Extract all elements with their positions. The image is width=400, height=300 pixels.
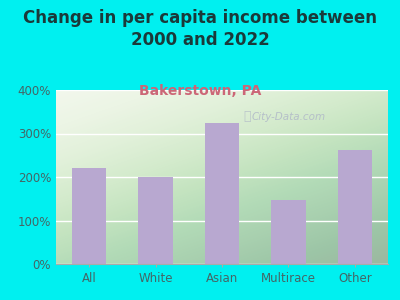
Bar xyxy=(271,200,306,264)
Text: Change in per capita income between
2000 and 2022: Change in per capita income between 2000… xyxy=(23,9,377,49)
Bar xyxy=(72,168,106,264)
Text: City-Data.com: City-Data.com xyxy=(251,112,326,122)
Text: Ⓠ: Ⓠ xyxy=(243,110,251,123)
Bar xyxy=(338,150,372,264)
Text: Bakerstown, PA: Bakerstown, PA xyxy=(139,84,261,98)
Bar xyxy=(205,123,239,264)
Bar xyxy=(138,177,173,264)
